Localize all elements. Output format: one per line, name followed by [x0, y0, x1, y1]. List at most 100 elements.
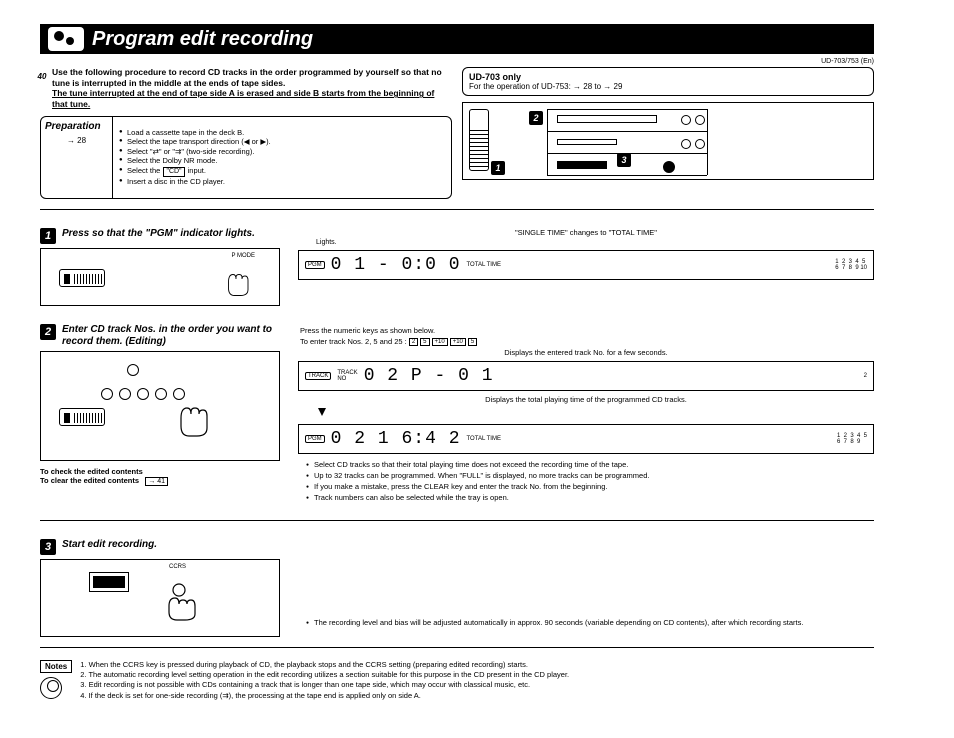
lcd-display-3: PGM 0 2 1 6:4 2 TOTAL TIME 1 2 3 4 5 6 7… [298, 424, 874, 454]
lcd-counter: 2 [864, 373, 867, 380]
check-clear-lines: To check the edited contents To clear th… [40, 467, 280, 486]
lcd-segment: 0 1 - 0:0 0 [331, 255, 461, 275]
key: +10 [450, 338, 466, 346]
lcd-display-2: TRACK TRACK NO 0 2 P - 0 1 2 [298, 361, 874, 391]
step-1-title: Press so that the "PGM" indicator lights… [62, 228, 255, 240]
prep-item: Load a cassette tape in the deck B. [119, 128, 271, 137]
clear-label: To clear the edited contents [40, 476, 139, 485]
intro-line-1: Use the following procedure to record CD… [52, 67, 442, 88]
prep-item: Insert a disc in the CD player. [119, 177, 271, 186]
check-label: To check the edited contents [40, 467, 143, 476]
hand-press-icon [171, 398, 211, 438]
intro-text: 40 Use the following procedure to record… [40, 67, 452, 110]
note-item: Select CD tracks so that their total pla… [306, 460, 874, 469]
model-only-box: UD-703 only For the operation of UD-753:… [462, 67, 874, 96]
lcd-display-1: PGM 0 1 - 0:0 0 TOTAL TIME 1 2 3 4 5 6 7… [298, 250, 874, 280]
step-2-badge: 2 [40, 324, 56, 340]
track-number-grid: 1 2 3 4 5 6 7 8 9 10 [834, 259, 867, 272]
prep-item: Select the "CD" input. [119, 166, 271, 178]
knob-icon [663, 161, 675, 173]
ccrs-label: CCRS [169, 564, 186, 570]
lcd-segment: 0 2 P - 0 1 [364, 366, 494, 386]
callout-2: 2 [529, 111, 543, 125]
lcd-segment: 0 2 1 6:4 2 [331, 429, 461, 449]
preparation-list: Load a cassette tape in the deck B. Sele… [113, 124, 277, 191]
track-row: 1 2 3 4 5 [834, 259, 867, 266]
divider [40, 520, 874, 521]
remote-icon [59, 269, 105, 287]
no-disc-icon [40, 677, 62, 699]
remote-icon [59, 408, 105, 426]
track-row: 6 7 8 9 10 [834, 265, 867, 272]
lcd-mode: TOTAL TIME [467, 262, 501, 269]
numeric-key-icon [155, 388, 167, 400]
prep-item: Select "⇄" or "⇉" (two-side recording). [119, 147, 271, 156]
display-track-caption: Displays the entered track No. for a few… [298, 348, 874, 357]
callout-3: 3 [617, 153, 631, 167]
pgm-tag: PGM [305, 261, 325, 269]
page-title: Program edit recording [92, 28, 313, 51]
system-diagram: 1 2 3 [462, 102, 874, 180]
enter-track-caption: To enter track Nos. 2, 5 and 25 : 2 5 +1… [300, 337, 874, 346]
notes-badge: Notes [40, 660, 72, 673]
note-line: 1. When the CCRS key is pressed during p… [80, 660, 569, 669]
step-1-badge: 1 [40, 228, 56, 244]
divider [40, 647, 874, 648]
hand-press-icon [219, 267, 253, 297]
key: 5 [468, 338, 477, 346]
deck-b-icon [89, 572, 129, 592]
cd-tray-icon [557, 161, 607, 169]
knob-icon [695, 139, 705, 149]
knob-icon [695, 115, 705, 125]
key: 2 [409, 338, 418, 346]
note-line: 2. The automatic recording level setting… [80, 670, 569, 679]
header-bar: Program edit recording [40, 24, 874, 54]
key: +10 [432, 338, 448, 346]
arrow-down-icon [318, 408, 326, 416]
numeric-key-icon [127, 364, 139, 376]
step-2-notes: Select CD tracks so that their total pla… [298, 460, 874, 502]
step-1-illustration: P MODE [40, 248, 280, 306]
step-3-notes: The recording level and bias will be adj… [298, 618, 803, 629]
step-2-illustration [40, 351, 280, 461]
divider [40, 209, 874, 210]
music-disc-icon [48, 27, 84, 51]
model-sub: For the operation of UD-753: → 28 to → 2… [469, 82, 622, 91]
pgm-tag: PGM [305, 435, 325, 443]
single-time-label: "SINGLE TIME" changes to "TOTAL TIME" [298, 228, 874, 237]
callout-1: 1 [491, 161, 505, 175]
step-3-illustration: CCRS [40, 559, 280, 637]
deck-slot-icon [557, 115, 657, 123]
model-title: UD-703 only [469, 72, 521, 82]
intro-line-2: The tune interrupted at the end of tape … [52, 88, 452, 109]
prep-item: Select the tape transport direction (◀ o… [119, 137, 271, 146]
enter-line: To enter track Nos. 2, 5 and 25 : [300, 337, 407, 346]
track-tag: TRACK [305, 372, 331, 380]
prep-item: Select the Dolby NR mode. [119, 156, 271, 165]
knob-icon [681, 139, 691, 149]
note-item: If you make a mistake, press the CLEAR k… [306, 482, 874, 491]
note-item: The recording level and bias will be adj… [306, 618, 803, 627]
note-line: 3. Edit recording is not possible with C… [80, 680, 569, 689]
note-item: Track numbers can also be selected while… [306, 493, 874, 502]
step-3-title: Start edit recording. [62, 539, 157, 551]
numeric-key-icon [137, 388, 149, 400]
hand-press-icon [159, 582, 199, 622]
knob-icon [681, 115, 691, 125]
lights-label: Lights. [316, 239, 874, 246]
step-3-badge: 3 [40, 539, 56, 555]
remote-icon [469, 109, 489, 171]
display-slot-icon [557, 139, 617, 145]
pmode-label: P MODE [231, 253, 255, 259]
model-line: UD-703/753 (En) [40, 58, 874, 65]
step-2-title: Enter CD track Nos. in the order you wan… [62, 324, 280, 347]
note-line: 4. If the deck is set for one-side recor… [80, 691, 569, 700]
key: 5 [420, 338, 429, 346]
track-row: 6 7 8 9 [835, 439, 867, 446]
track-no-label: TRACK NO [337, 370, 357, 383]
numeric-key-icon [119, 388, 131, 400]
preparation-ref: → 28 [45, 136, 108, 145]
numeric-key-icon [101, 388, 113, 400]
display-total-caption: Displays the total playing time of the p… [298, 395, 874, 404]
lcd-mode: TOTAL TIME [467, 436, 501, 443]
